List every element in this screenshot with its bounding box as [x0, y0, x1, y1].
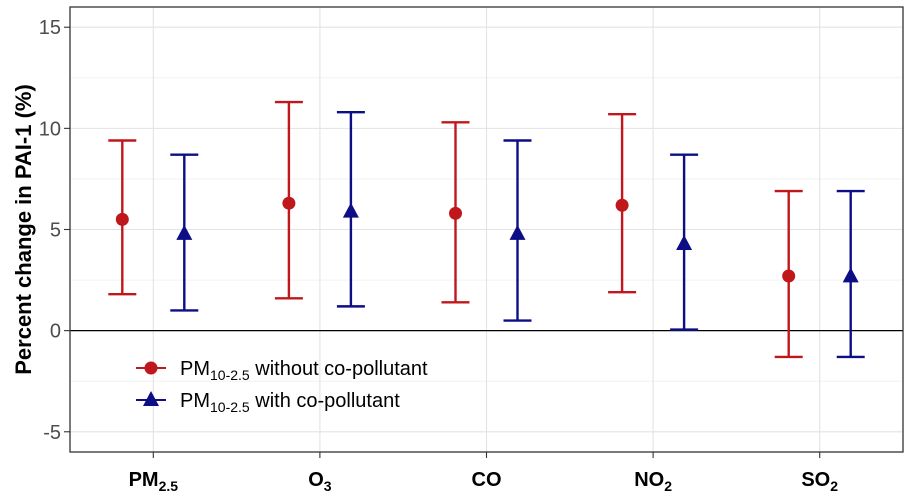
x-axis: PM2.5 O3 CO NO2 SO2: [129, 452, 838, 494]
point-triangle: [842, 267, 859, 283]
point-circle: [615, 198, 629, 212]
legend-key-circle: [144, 361, 158, 375]
point-circle: [449, 206, 462, 220]
legend-item: PM10-2.5 with co-pollutant: [136, 390, 400, 415]
y-tick-label: -5: [43, 422, 61, 444]
point-circle: [282, 196, 296, 210]
point-triangle: [676, 234, 693, 250]
data-points: [115, 196, 859, 283]
point-circle: [115, 212, 129, 226]
legend-item: PM10-2.5 without co-pollutant: [136, 358, 428, 383]
x-tick-label: SO2: [801, 469, 838, 494]
point-circle: [782, 269, 796, 283]
x-tick-label: PM2.5: [129, 469, 179, 494]
y-axis-label: Percent change in PAI-1 (%): [11, 84, 36, 375]
legend-label: PM10-2.5 with co-pollutant: [180, 390, 400, 415]
x-tick-label: NO2: [634, 469, 672, 494]
legend-label: PM10-2.5 without co-pollutant: [180, 358, 428, 383]
y-axis: -5 0 5 10 15: [39, 17, 70, 444]
x-tick-label: CO: [472, 469, 502, 491]
point-triangle: [509, 224, 526, 240]
legend-key-triangle: [143, 391, 159, 406]
legend: PM10-2.5 without co-pollutant PM10-2.5 wi…: [136, 358, 428, 415]
y-tick-label: 15: [39, 17, 61, 39]
y-tick-label: 5: [50, 220, 61, 242]
y-tick-label: 10: [39, 118, 61, 140]
y-tick-label: 0: [50, 321, 61, 343]
point-triangle: [342, 202, 359, 218]
point-triangle: [176, 224, 193, 240]
x-tick-label: O3: [308, 469, 332, 494]
